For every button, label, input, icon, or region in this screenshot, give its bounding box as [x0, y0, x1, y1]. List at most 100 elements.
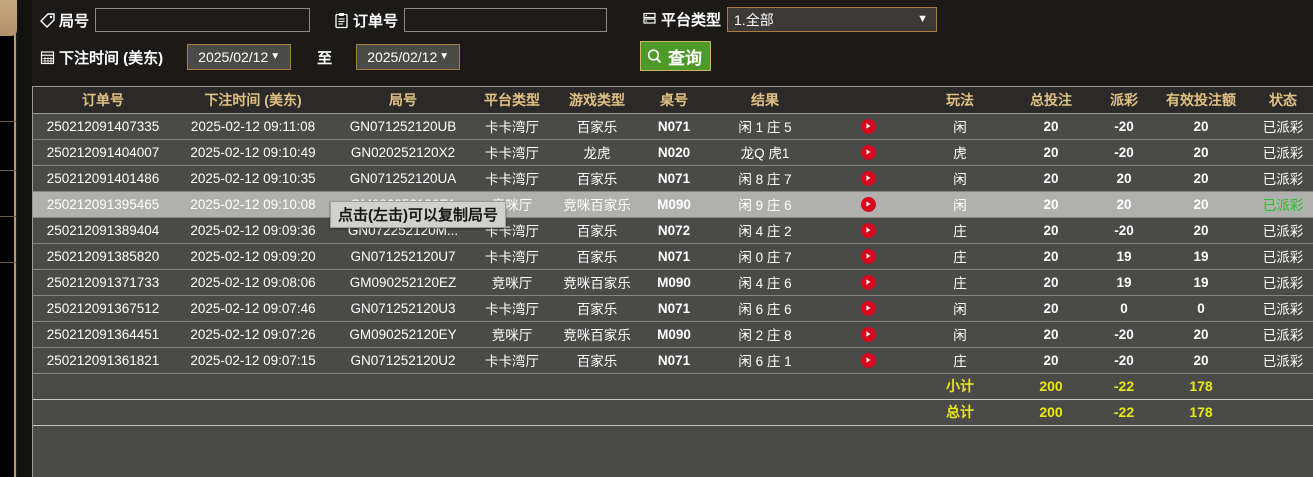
play-icon[interactable] [860, 300, 876, 316]
col-round-no[interactable]: 局号 [333, 87, 473, 114]
col-table-no[interactable]: 桌号 [643, 87, 705, 114]
result-cell: 龙Q 虎1 [705, 139, 825, 166]
payout-cell: 19 [1093, 243, 1155, 270]
clipboard-icon [332, 11, 350, 29]
bet-time-to-picker[interactable]: 2025/02/12 ▼ [356, 44, 461, 70]
table-no-cell: M090 [643, 269, 705, 296]
round-no-input[interactable] [95, 8, 311, 32]
play-icon[interactable] [860, 170, 876, 186]
status-cell: 已派彩 [1247, 139, 1313, 166]
col-replay [825, 87, 911, 114]
table-row[interactable]: 250212091401486 2025-02-12 09:10:35 GN0712… [33, 165, 1313, 192]
table-row[interactable]: 250212091371733 2025-02-12 09:08:06 GM0902… [33, 269, 1313, 296]
copy-round-no-tooltip: 点击(左击)可以复制局号 [330, 201, 506, 228]
col-valid-bet[interactable]: 有效投注额 [1155, 87, 1247, 114]
table-row[interactable]: 250212091364451 2025-02-12 09:07:26 GM0902… [33, 321, 1313, 348]
order-no-cell: 250212091364451 [33, 321, 173, 348]
tag-icon [38, 11, 56, 29]
bet-time-from-picker[interactable]: 2025/02/12 ▼ [187, 44, 292, 70]
result-cell: 闲 1 庄 5 [705, 113, 825, 140]
summary-payout: -22 [1093, 373, 1155, 400]
game-type-cell: 竞咪百家乐 [551, 191, 643, 218]
game-type-cell: 竞咪百家乐 [551, 321, 643, 348]
table-row[interactable]: 250212091404007 2025-02-12 09:10:49 GN0202… [33, 139, 1313, 166]
col-result[interactable]: 结果 [705, 87, 825, 114]
total-bet-cell: 20 [1009, 347, 1093, 374]
bet-on-cell: 闲 [911, 165, 1009, 192]
bet-on-cell: 闲 [911, 191, 1009, 218]
replay-cell[interactable] [825, 347, 911, 374]
replay-cell[interactable] [825, 269, 911, 296]
col-total-bet[interactable]: 总投注 [1009, 87, 1093, 114]
col-game-type[interactable]: 游戏类型 [551, 87, 643, 114]
sidebar-collapse-tab[interactable] [0, 0, 17, 36]
game-type-cell: 百家乐 [551, 113, 643, 140]
play-icon[interactable] [860, 118, 876, 134]
round-no-cell[interactable]: GM090252120EZ [333, 269, 473, 296]
replay-cell[interactable] [825, 139, 911, 166]
result-cell: 闲 4 庄 2 [705, 217, 825, 244]
round-no-cell[interactable]: GN020252120X2 [333, 139, 473, 166]
result-cell: 闲 4 庄 6 [705, 269, 825, 296]
table-row[interactable]: 250212091361821 2025-02-12 09:07:15 GN0712… [33, 347, 1313, 374]
summary-blank [1247, 399, 1313, 426]
table-row[interactable]: 250212091389404 2025-02-12 09:09:36 GN0722… [33, 217, 1313, 244]
play-icon[interactable] [860, 352, 876, 368]
table-row[interactable]: 250212091367512 2025-02-12 09:07:46 GN0712… [33, 295, 1313, 322]
replay-cell[interactable] [825, 295, 911, 322]
round-no-cell[interactable]: GN071252120U3 [333, 295, 473, 322]
col-status[interactable]: 状态 [1247, 87, 1313, 114]
replay-cell[interactable] [825, 165, 911, 192]
filter-bar: 局号 订单号 [32, 0, 1313, 80]
round-no-cell[interactable]: GN071252120U2 [333, 347, 473, 374]
round-no-cell[interactable]: GM090252120EY [333, 321, 473, 348]
replay-cell[interactable] [825, 321, 911, 348]
order-no-filter: 订单号 [332, 8, 608, 32]
replay-cell[interactable] [825, 243, 911, 270]
table-row[interactable]: 250212091407335 2025-02-12 09:11:08 GN0712… [33, 113, 1313, 140]
col-payout[interactable]: 派彩 [1093, 87, 1155, 114]
platform-type-select[interactable]: 1.全部 ▼ [727, 7, 938, 32]
game-type-cell: 百家乐 [551, 165, 643, 192]
col-bet-time[interactable]: 下注时间 (美东) [173, 87, 333, 114]
replay-cell[interactable] [825, 113, 911, 140]
round-no-cell[interactable]: GN071252120UA [333, 165, 473, 192]
query-button[interactable]: 查询 [640, 41, 711, 71]
round-no-cell[interactable]: GN071252120U7 [333, 243, 473, 270]
replay-cell[interactable] [825, 191, 911, 218]
col-order-no[interactable]: 订单号 [33, 87, 173, 114]
play-icon[interactable] [860, 144, 876, 160]
query-button-label: 查询 [668, 48, 702, 68]
col-platform-type[interactable]: 平台类型 [473, 87, 551, 114]
platform-type-cell: 卡卡湾厅 [473, 165, 551, 192]
play-icon[interactable] [860, 196, 876, 212]
order-no-cell: 250212091361821 [33, 347, 173, 374]
round-no-cell[interactable]: GN071252120UB [333, 113, 473, 140]
summary-total-bet: 200 [1009, 373, 1093, 400]
play-icon[interactable] [860, 326, 876, 342]
status-cell: 已派彩 [1247, 243, 1313, 270]
valid-bet-cell: 20 [1155, 139, 1247, 166]
table-row[interactable]: 250212091385820 2025-02-12 09:09:20 GN0712… [33, 243, 1313, 270]
play-icon[interactable] [860, 248, 876, 264]
table-no-cell: N071 [643, 113, 705, 140]
search-icon [645, 47, 663, 65]
play-icon[interactable] [860, 274, 876, 290]
summary-row: 总计 200 -22 178 [33, 399, 1313, 426]
valid-bet-cell: 19 [1155, 269, 1247, 296]
col-bet-on[interactable]: 玩法 [911, 87, 1009, 114]
replay-cell[interactable] [825, 217, 911, 244]
summary-valid-bet: 178 [1155, 373, 1247, 400]
bet-on-cell: 庄 [911, 217, 1009, 244]
bet-on-cell: 庄 [911, 347, 1009, 374]
order-no-input[interactable] [404, 8, 608, 32]
payout-cell: 20 [1093, 191, 1155, 218]
status-cell: 已派彩 [1247, 295, 1313, 322]
bet-time-cell: 2025-02-12 09:07:46 [173, 295, 333, 322]
payout-cell: -20 [1093, 217, 1155, 244]
payout-cell: 19 [1093, 269, 1155, 296]
round-no-label: 局号 [59, 12, 90, 30]
play-icon[interactable] [860, 222, 876, 238]
result-cell: 闲 6 庄 1 [705, 347, 825, 374]
